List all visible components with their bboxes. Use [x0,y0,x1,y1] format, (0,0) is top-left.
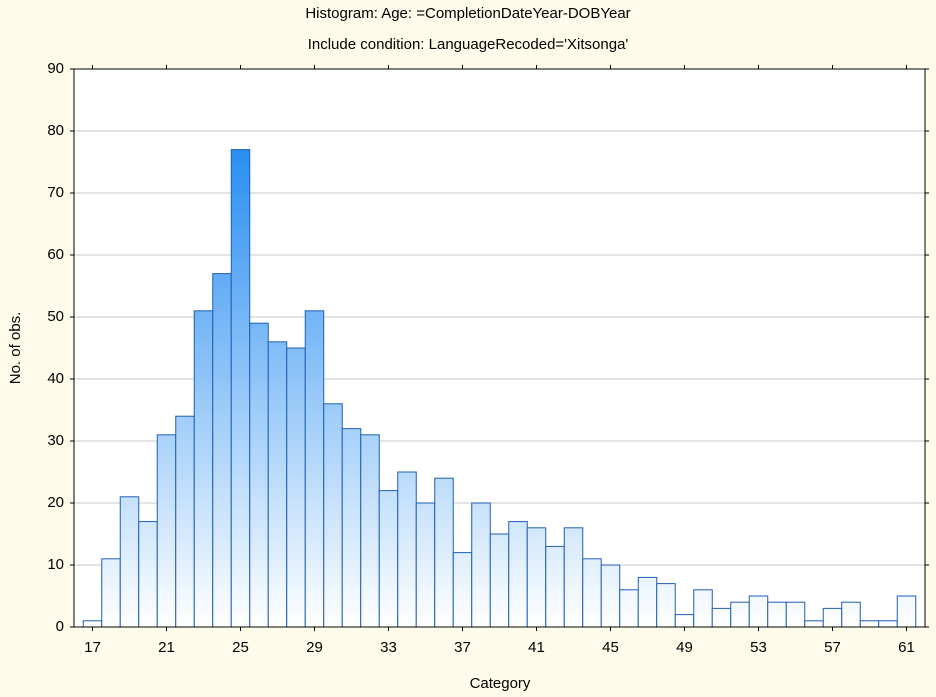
chart-subtitle: Include condition: LanguageRecoded='Xits… [308,36,629,53]
bar [822,607,843,628]
bar [748,595,769,628]
y-tick-label: 80 [47,122,64,139]
x-tick-label: 57 [824,639,841,656]
bar [378,490,399,628]
bar [693,589,713,628]
bar [415,502,436,628]
x-tick-label: 25 [232,639,249,656]
y-tick-label: 70 [47,184,64,201]
x-tick-label: 17 [84,639,101,656]
chart-title: Histogram: Age: =CompletionDateYear-DOBY… [305,5,630,22]
bar [878,620,898,628]
y-axis-label: No. of obs. [7,312,24,385]
x-tick-label: 41 [528,639,545,656]
bar [138,521,158,628]
bar [193,310,214,628]
bar [785,601,806,628]
bar [156,434,177,628]
x-tick-label: 21 [158,639,175,656]
bar [841,601,861,628]
x-tick-label: 49 [676,639,693,656]
bar [286,347,306,628]
y-tick-label: 10 [47,556,64,573]
bar [526,527,547,628]
x-tick-label: 33 [380,639,397,656]
x-tick-label: 45 [602,639,619,656]
bar [175,415,195,628]
plot-frame [73,68,926,628]
y-tick-label: 20 [47,494,64,511]
bar [767,601,787,628]
x-axis-label: Category [470,675,531,692]
x-tick-label: 37 [454,639,471,656]
bar [267,341,288,628]
bar [545,545,565,628]
bar [582,558,602,628]
bar [619,589,639,628]
bar [489,533,510,628]
bar [434,477,454,628]
bar [804,620,824,628]
bar [600,564,621,628]
bar [304,310,325,628]
bar [341,428,362,628]
bar [859,620,880,628]
bar [249,322,269,628]
bar [452,552,473,628]
y-tick-label: 30 [47,432,64,449]
bar [82,620,103,628]
x-tick-label: 61 [898,639,915,656]
bar [471,502,491,628]
y-tick-label: 0 [56,618,64,635]
bar [360,434,380,628]
y-tick-label: 50 [47,308,64,325]
bar [119,496,140,628]
x-tick-label: 29 [306,639,323,656]
y-tick-label: 40 [47,370,64,387]
x-tick-label: 53 [750,639,767,656]
y-tick-label: 60 [47,246,64,263]
bar [230,149,251,628]
bar [508,521,528,628]
bar [397,471,417,628]
bar [674,614,695,628]
bar [711,607,732,628]
bar [323,403,343,628]
y-tick-label: 90 [47,60,64,77]
bar [637,576,658,628]
bar [101,558,121,628]
bar [896,595,917,628]
bar [656,583,676,628]
bar [563,527,584,628]
bar [730,601,750,628]
bar [212,273,232,628]
